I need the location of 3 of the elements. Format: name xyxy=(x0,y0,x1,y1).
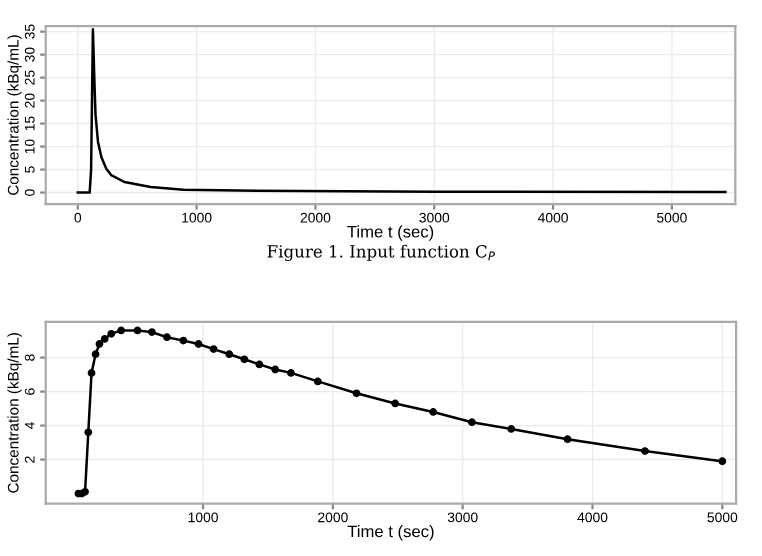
x-axis-title: Time t (sec) xyxy=(347,525,434,541)
x-axis-title: Time t (sec) xyxy=(347,225,434,241)
caption: Figure 1. Input function C$_{P}$ xyxy=(267,244,495,262)
